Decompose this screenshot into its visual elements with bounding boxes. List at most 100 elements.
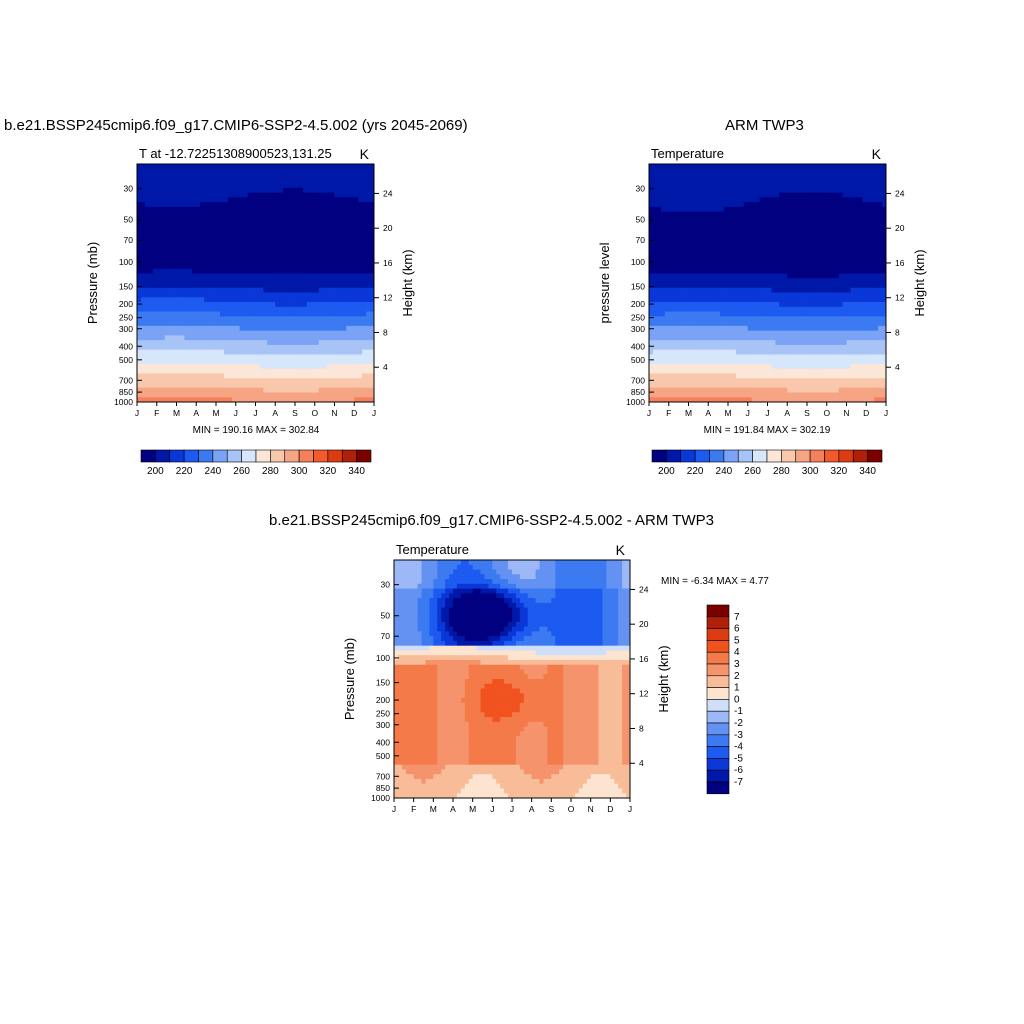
obs-cell	[779, 335, 784, 341]
model-cell	[330, 173, 335, 179]
obs-cell	[767, 325, 772, 331]
obs-cell	[767, 311, 772, 317]
model-cell	[283, 244, 288, 251]
model-cell	[259, 321, 264, 327]
model-cell	[247, 254, 252, 260]
model-cell	[180, 392, 185, 398]
obs-cell	[783, 211, 788, 217]
model-cell	[219, 283, 225, 289]
model-cell	[287, 387, 292, 393]
model-cell	[279, 254, 284, 260]
obs-cell	[676, 321, 681, 327]
model-cell	[326, 268, 331, 274]
model-cell	[184, 325, 189, 331]
obs-cell	[664, 297, 670, 303]
model-cell	[358, 173, 363, 179]
model-cell	[235, 340, 241, 346]
model-cell	[160, 335, 166, 341]
model-cell	[322, 211, 327, 217]
model-cell	[231, 206, 237, 212]
model-cell	[346, 302, 351, 308]
model-cell	[251, 192, 256, 198]
model-cell	[358, 192, 363, 198]
model-cell	[366, 297, 371, 303]
model-cell	[216, 235, 221, 241]
model-cell	[212, 263, 217, 270]
model-cell	[350, 359, 355, 365]
model-cell	[212, 202, 217, 208]
model-cell	[318, 216, 324, 222]
obs-cell	[779, 325, 784, 331]
model-cell	[326, 306, 331, 312]
model-cell	[334, 249, 339, 255]
model-cell	[263, 173, 268, 179]
obs-cell	[700, 344, 705, 351]
model-cell	[366, 283, 371, 289]
obs-cell	[712, 287, 717, 293]
model-cell	[200, 382, 205, 389]
model-cell	[140, 197, 146, 203]
obs-cell	[759, 268, 764, 274]
obs-cell	[735, 168, 741, 174]
obs-cell	[735, 330, 741, 336]
model-cell	[275, 382, 280, 389]
obs-cell	[649, 197, 654, 203]
model-cell	[287, 382, 292, 389]
model-cell	[204, 273, 209, 279]
model-cell	[196, 387, 201, 393]
model-cell	[148, 382, 154, 389]
model-cell	[259, 249, 264, 255]
obs-cell	[724, 292, 729, 298]
model-cell	[156, 325, 162, 331]
model-colorbar-box	[327, 449, 343, 463]
obs-cell	[649, 387, 654, 393]
model-cell	[251, 254, 256, 260]
obs-cell	[728, 292, 733, 298]
obs-cell	[660, 354, 666, 360]
obs-cell	[728, 359, 733, 365]
obs-cell	[652, 325, 658, 331]
obs-cell	[660, 240, 666, 246]
obs-cell	[763, 373, 768, 379]
model-cell	[259, 287, 264, 293]
model-cell	[176, 349, 181, 355]
model-cell	[208, 387, 213, 393]
model-cell	[306, 202, 312, 208]
obs-cell	[660, 287, 666, 293]
model-cell	[160, 278, 166, 284]
model-cell	[338, 178, 343, 184]
obs-cell	[767, 225, 772, 232]
obs-cell	[712, 259, 717, 265]
model-cell	[326, 368, 331, 374]
obs-cell	[763, 173, 768, 179]
obs-cell	[684, 230, 689, 236]
model-cell	[168, 173, 173, 179]
model-cell	[271, 173, 276, 179]
obs-cell	[795, 316, 800, 322]
obs-cell	[743, 397, 749, 403]
model-cell	[306, 373, 312, 379]
obs-cell	[656, 278, 662, 284]
model-cell	[196, 373, 201, 379]
obs-cell	[692, 392, 697, 398]
model-cell	[152, 344, 158, 351]
model-cell	[152, 302, 158, 308]
model-cell	[152, 392, 158, 398]
obs-cell	[684, 392, 689, 398]
model-cell	[247, 263, 252, 270]
obs-cell	[668, 321, 674, 327]
model-cell	[310, 249, 316, 255]
model-cell	[346, 316, 351, 322]
model-cell	[298, 230, 304, 236]
model-cell	[306, 311, 312, 317]
obs-cell	[795, 330, 800, 336]
obs-cell	[649, 330, 654, 336]
model-cell	[219, 263, 225, 270]
model-cell	[350, 206, 355, 212]
model-cell	[283, 178, 288, 184]
model-cell	[350, 225, 355, 232]
model-cell	[302, 292, 308, 298]
model-cell	[223, 178, 229, 184]
obs-cell	[684, 235, 689, 241]
model-cell	[251, 359, 256, 365]
